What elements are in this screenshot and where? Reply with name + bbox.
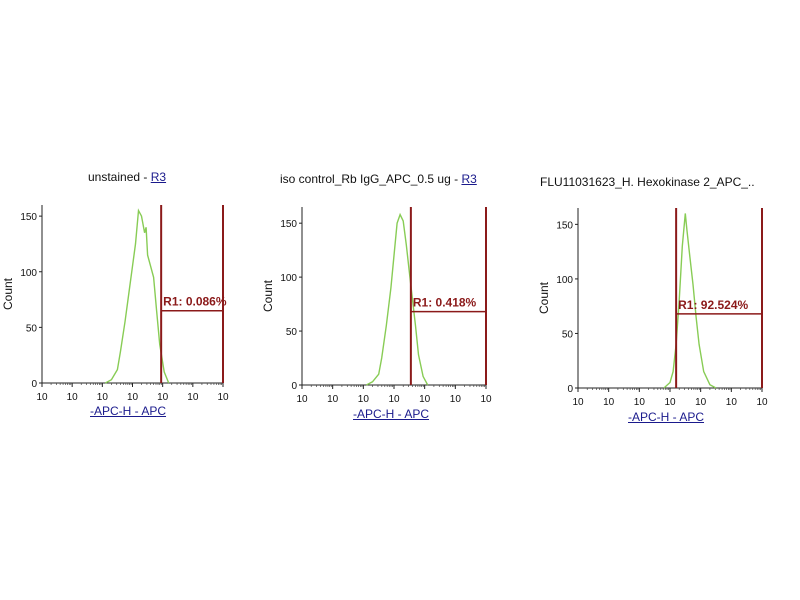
x-axis-label[interactable]: -APC-H - APC [353, 407, 430, 421]
panel-title: FLU11031623_H. Hexokinase 2_APC_.. [540, 175, 755, 189]
y-tick-label: 100 [280, 273, 297, 284]
x-tick-label: 10 [695, 397, 707, 408]
y-axis-label: Count [261, 279, 275, 312]
x-tick-label: 10 [603, 397, 615, 408]
y-tick-label: 0 [31, 379, 37, 390]
region-link[interactable]: R3 [150, 170, 167, 184]
x-tick-label: 10 [480, 394, 492, 405]
x-tick-label: 10 [36, 392, 48, 403]
x-axis-label[interactable]: -APC-H - APC [628, 410, 705, 424]
y-axis-label: Count [537, 281, 551, 314]
x-tick-label: 10 [756, 397, 768, 408]
x-tick-label: 10 [664, 397, 676, 408]
y-tick-label: 50 [562, 329, 574, 340]
panel-title-text: FLU11031623_H. Hexokinase 2_APC_.. [540, 175, 755, 189]
x-tick-label: 10 [388, 394, 400, 405]
x-tick-label: 10 [634, 397, 646, 408]
x-tick-label: 10 [572, 397, 584, 408]
x-tick-label: 10 [419, 394, 431, 405]
y-axis-label: Count [1, 277, 15, 310]
y-tick-label: 150 [20, 212, 37, 223]
panel-title: unstained - R3 [88, 170, 166, 184]
y-tick-label: 50 [286, 327, 298, 338]
x-tick-label: 10 [450, 394, 462, 405]
y-tick-label: 50 [26, 323, 38, 334]
gate-label: R1: 0.086% [163, 295, 227, 309]
gate-label: R1: 92.524% [678, 298, 748, 312]
y-tick-label: 100 [20, 268, 37, 279]
panel-title-text: iso control_Rb IgG_APC_0.5 ug - [280, 172, 462, 186]
panel-title-text: unstained - [88, 170, 151, 184]
y-tick-label: 150 [556, 220, 573, 231]
x-tick-label: 10 [296, 394, 308, 405]
histogram-line [105, 208, 170, 384]
x-tick-label: 10 [187, 392, 199, 403]
x-axis-label[interactable]: -APC-H - APC [90, 404, 167, 418]
histogram-line [663, 213, 717, 389]
gate-label: R1: 0.418% [413, 296, 477, 310]
region-link[interactable]: R3 [461, 172, 477, 186]
y-tick-label: 150 [280, 219, 297, 230]
x-tick-label: 10 [327, 394, 339, 405]
x-tick-label: 10 [217, 392, 229, 403]
x-tick-label: 10 [726, 397, 738, 408]
panel-title: iso control_Rb IgG_APC_0.5 ug - R3 [280, 172, 477, 186]
x-tick-label: 10 [157, 392, 169, 403]
y-tick-label: 0 [291, 381, 297, 392]
x-tick-label: 10 [358, 394, 370, 405]
x-tick-label: 10 [97, 392, 109, 403]
histogram-line [366, 212, 429, 386]
y-tick-label: 100 [556, 275, 573, 286]
y-tick-label: 0 [567, 384, 573, 395]
x-tick-label: 10 [127, 392, 139, 403]
x-tick-label: 10 [67, 392, 79, 403]
